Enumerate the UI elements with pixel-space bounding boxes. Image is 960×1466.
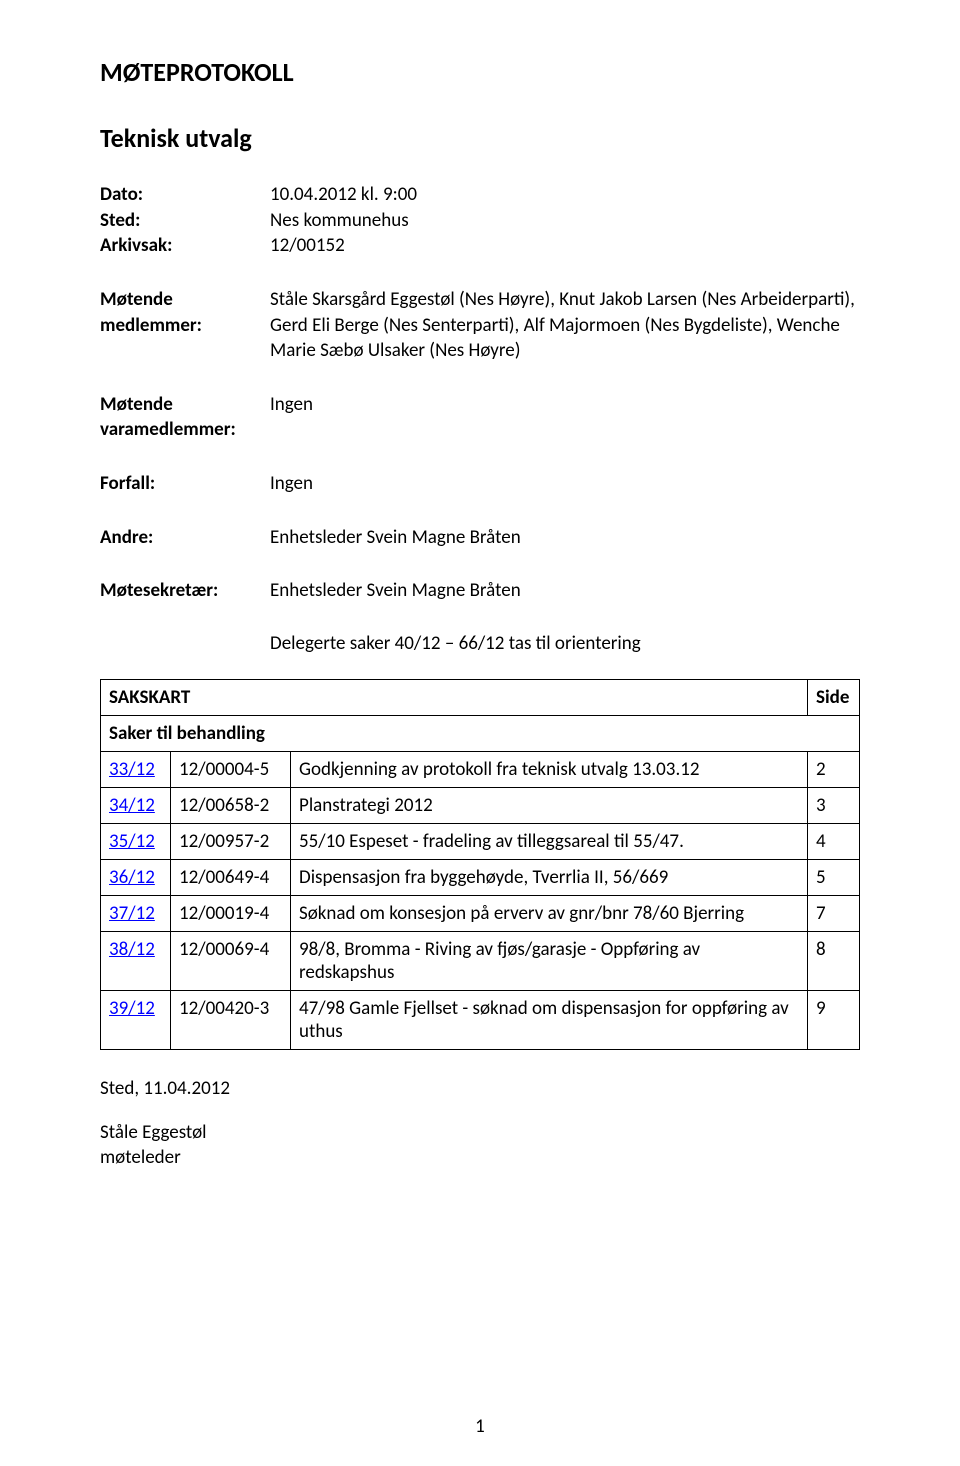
table-row: 36/12 12/00649-4Dispensasjon fra byggehøy… bbox=[101, 860, 860, 896]
cell-arkiv: 12/00019-4 bbox=[171, 896, 291, 932]
footer-sted-dato: Sted, 11.04.2012 bbox=[100, 1076, 860, 1102]
cell-side: 2 bbox=[808, 752, 860, 788]
member-row: Møtende varamedlemmer:Ingen bbox=[100, 392, 860, 443]
table-section-row: Saker til behandling bbox=[101, 716, 860, 752]
table-header-left: SAKSKART bbox=[101, 680, 808, 716]
member-block: Møtesekretær:Enhetsleder Svein Magne Brå… bbox=[100, 578, 860, 604]
cell-title: Dispensasjon fra byggehøyde, Tverrlia II… bbox=[291, 860, 808, 896]
table-row: 38/12 12/00069-498/8, Bromma - Riving av … bbox=[101, 932, 860, 991]
table-row: 35/12 12/00957-255/10 Espeset - fradeling… bbox=[101, 824, 860, 860]
cell-title: 55/10 Espeset - fradeling av tilleggsare… bbox=[291, 824, 808, 860]
members-container: Møtende medlemmer:Ståle Skarsgård Eggest… bbox=[100, 287, 860, 604]
doc-title: MØTEPROTOKOLL bbox=[100, 56, 860, 88]
meta-value-arkivsak: 12/00152 bbox=[270, 233, 860, 259]
cell-side: 8 bbox=[808, 932, 860, 991]
meta-block: Dato: 10.04.2012 kl. 9:00 Sted: Nes komm… bbox=[100, 182, 860, 259]
cell-title: 98/8, Bromma - Riving av fjøs/garasje - … bbox=[291, 932, 808, 991]
cell-title: 47/98 Gamle Fjellset - søknad om dispens… bbox=[291, 991, 808, 1050]
member-value: Ståle Skarsgård Eggestøl (Nes Høyre), Kn… bbox=[270, 287, 860, 364]
cell-arkiv: 12/00004-5 bbox=[171, 752, 291, 788]
footer-sign-role: møteleder bbox=[100, 1145, 860, 1171]
member-label: Møtende varamedlemmer: bbox=[100, 392, 270, 443]
table-row: 37/12 12/00019-4Søknad om konsesjon på er… bbox=[101, 896, 860, 932]
meta-row-dato: Dato: 10.04.2012 kl. 9:00 bbox=[100, 182, 860, 208]
cell-side: 5 bbox=[808, 860, 860, 896]
cell-arkiv: 12/00069-4 bbox=[171, 932, 291, 991]
meta-row-arkivsak: Arkivsak: 12/00152 bbox=[100, 233, 860, 259]
member-value: Ingen bbox=[270, 392, 860, 418]
member-row: Forfall:Ingen bbox=[100, 471, 860, 497]
table-row: 33/12 12/00004-5Godkjenning av protokoll … bbox=[101, 752, 860, 788]
page-number: 1 bbox=[0, 1415, 960, 1438]
cell-sak: 34/12 bbox=[101, 788, 171, 824]
cell-arkiv: 12/00649-4 bbox=[171, 860, 291, 896]
sakskart-table: SAKSKART Side Saker til behandling 33/12… bbox=[100, 679, 860, 1050]
cell-arkiv: 12/00957-2 bbox=[171, 824, 291, 860]
cell-sak: 39/12 bbox=[101, 991, 171, 1050]
table-section-cell: Saker til behandling bbox=[101, 716, 860, 752]
sak-link[interactable]: 33/12 bbox=[109, 758, 155, 781]
member-value: Enhetsleder Svein Magne Bråten bbox=[270, 525, 860, 551]
member-row: Møtende medlemmer:Ståle Skarsgård Eggest… bbox=[100, 287, 860, 364]
sak-link[interactable]: 35/12 bbox=[109, 830, 155, 853]
member-block: Andre:Enhetsleder Svein Magne Bråten bbox=[100, 525, 860, 551]
sak-link[interactable]: 37/12 bbox=[109, 902, 155, 925]
sak-link[interactable]: 36/12 bbox=[109, 866, 155, 889]
member-label: Andre: bbox=[100, 525, 270, 551]
member-row: Møtesekretær:Enhetsleder Svein Magne Brå… bbox=[100, 578, 860, 604]
member-block: Møtende varamedlemmer:Ingen bbox=[100, 392, 860, 443]
meta-value-sted: Nes kommunehus bbox=[270, 208, 860, 234]
member-label: Forfall: bbox=[100, 471, 270, 497]
cell-sak: 33/12 bbox=[101, 752, 171, 788]
member-label: Møtesekretær: bbox=[100, 578, 270, 604]
cell-sak: 36/12 bbox=[101, 860, 171, 896]
cell-side: 7 bbox=[808, 896, 860, 932]
cell-title: Godkjenning av protokoll fra teknisk utv… bbox=[291, 752, 808, 788]
member-block: Forfall:Ingen bbox=[100, 471, 860, 497]
cell-title: Søknad om konsesjon på erverv av gnr/bnr… bbox=[291, 896, 808, 932]
meta-label-dato: Dato: bbox=[100, 182, 270, 208]
table-header-row: SAKSKART Side bbox=[101, 680, 860, 716]
meta-value-dato: 10.04.2012 kl. 9:00 bbox=[270, 182, 860, 208]
sak-link[interactable]: 39/12 bbox=[109, 997, 155, 1020]
cell-side: 9 bbox=[808, 991, 860, 1050]
cell-side: 4 bbox=[808, 824, 860, 860]
page-container: MØTEPROTOKOLL Teknisk utvalg Dato: 10.04… bbox=[0, 0, 960, 1466]
footer-sign-name: Ståle Eggestøl bbox=[100, 1120, 860, 1146]
meta-label-arkivsak: Arkivsak: bbox=[100, 233, 270, 259]
doc-subtitle: Teknisk utvalg bbox=[100, 122, 860, 154]
member-block: Møtende medlemmer:Ståle Skarsgård Eggest… bbox=[100, 287, 860, 364]
delegerte-text: Delegerte saker 40/12 – 66/12 tas til or… bbox=[270, 632, 860, 655]
table-row: 39/12 12/00420-347/98 Gamle Fjellset - sø… bbox=[101, 991, 860, 1050]
cell-side: 3 bbox=[808, 788, 860, 824]
member-row: Andre:Enhetsleder Svein Magne Bråten bbox=[100, 525, 860, 551]
cell-sak: 35/12 bbox=[101, 824, 171, 860]
cell-sak: 38/12 bbox=[101, 932, 171, 991]
member-label: Møtende medlemmer: bbox=[100, 287, 270, 338]
sak-link[interactable]: 34/12 bbox=[109, 794, 155, 817]
cell-title: Planstrategi 2012 bbox=[291, 788, 808, 824]
member-value: Ingen bbox=[270, 471, 860, 497]
meta-row-sted: Sted: Nes kommunehus bbox=[100, 208, 860, 234]
cell-sak: 37/12 bbox=[101, 896, 171, 932]
footer-sign: Sted, 11.04.2012 Ståle Eggestøl møtelede… bbox=[100, 1076, 860, 1171]
cell-arkiv: 12/00658-2 bbox=[171, 788, 291, 824]
table-row: 34/12 12/00658-2Planstrategi 20123 bbox=[101, 788, 860, 824]
table-header-right: Side bbox=[808, 680, 860, 716]
meta-label-sted: Sted: bbox=[100, 208, 270, 234]
cell-arkiv: 12/00420-3 bbox=[171, 991, 291, 1050]
sak-link[interactable]: 38/12 bbox=[109, 938, 155, 961]
member-value: Enhetsleder Svein Magne Bråten bbox=[270, 578, 860, 604]
